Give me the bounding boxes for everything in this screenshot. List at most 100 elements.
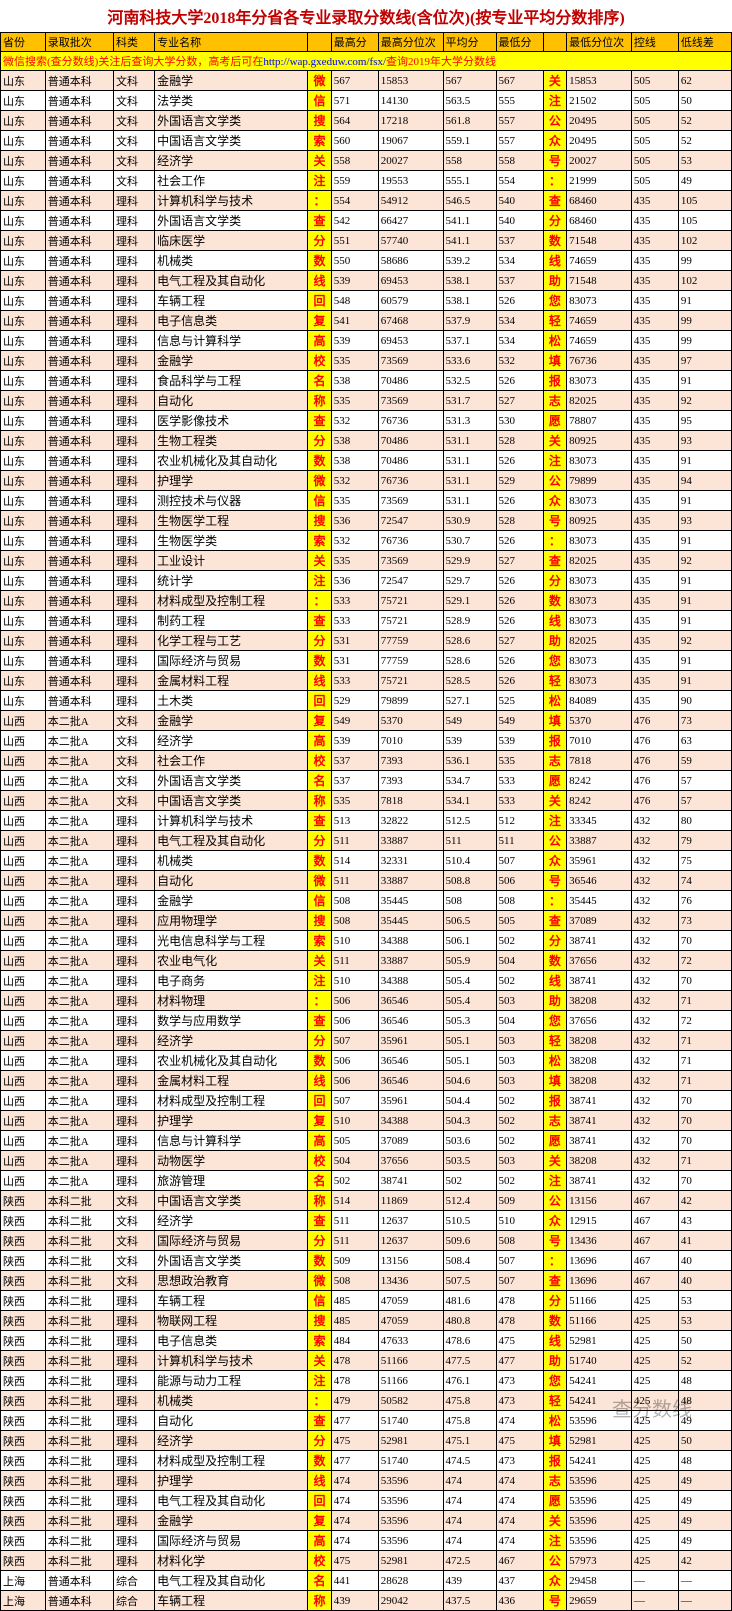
table-row: 山西本二批A理科金融学信50835445508508：3544543276 — [1, 891, 732, 911]
cell-value: 70486 — [378, 431, 443, 451]
cell-text: 本二批A — [45, 1091, 113, 1111]
cell-value: 91 — [678, 591, 731, 611]
cell-value: 505 — [631, 71, 678, 91]
cell-value: 478.6 — [443, 1331, 496, 1351]
cell-text: 山东 — [1, 311, 46, 331]
cell-text: 文科 — [113, 91, 154, 111]
vertical-text-left: 分 — [308, 1031, 332, 1051]
cell-value: 560 — [331, 131, 378, 151]
cell-value: 73 — [678, 911, 731, 931]
cell-text: 理科 — [113, 1311, 154, 1331]
vertical-text-right: ： — [543, 531, 567, 551]
cell-value: 514 — [331, 1191, 378, 1211]
cell-text: 山东 — [1, 231, 46, 251]
vertical-text-right: 众 — [543, 131, 567, 151]
cell-value: 478 — [331, 1371, 378, 1391]
cell-value: 484 — [331, 1331, 378, 1351]
cell-value: 13696 — [567, 1271, 632, 1291]
cell-value: 54241 — [567, 1451, 632, 1471]
vertical-text-right: 轻 — [543, 1391, 567, 1411]
cell-text: 陕西 — [1, 1351, 46, 1371]
cell-text: 本科二批 — [45, 1251, 113, 1271]
table-row: 山东普通本科理科临床医学分55157740541.1537数7154843510… — [1, 231, 732, 251]
cell-value: 535 — [331, 791, 378, 811]
cell-value: 92 — [678, 391, 731, 411]
cell-value: 536.1 — [443, 751, 496, 771]
vertical-text-right: 松 — [543, 1411, 567, 1431]
vertical-text-left: 名 — [308, 1571, 332, 1591]
cell-value: 549 — [443, 711, 496, 731]
table-row: 山西本二批A理科应用物理学搜50835445506.5505查370894327… — [1, 911, 732, 931]
vertical-text-left: 校 — [308, 1551, 332, 1571]
cell-value: 5370 — [378, 711, 443, 731]
cell-text: 陕西 — [1, 1291, 46, 1311]
cell-value: 474 — [496, 1531, 543, 1551]
cell-value: 526 — [496, 571, 543, 591]
cell-value: 51166 — [378, 1371, 443, 1391]
cell-value: 502 — [496, 1171, 543, 1191]
vertical-text-right: 数 — [543, 591, 567, 611]
vertical-text-left: 注 — [308, 171, 332, 191]
cell-text: 陕西 — [1, 1431, 46, 1451]
cell-text: 文科 — [113, 1191, 154, 1211]
cell-value: 53 — [678, 1291, 731, 1311]
cell-value: 93 — [678, 511, 731, 531]
cell-value: 474 — [443, 1491, 496, 1511]
cell-value: 435 — [631, 251, 678, 271]
cell-value: 435 — [631, 391, 678, 411]
table-row: 山西本二批A文科社会工作校5377393536.1535志781847659 — [1, 751, 732, 771]
cell-value: 29659 — [567, 1591, 632, 1611]
cell-major: 旅游管理 — [155, 1171, 308, 1191]
cell-text: 本科二批 — [45, 1351, 113, 1371]
vertical-text-left: 线 — [308, 671, 332, 691]
vertical-text-left: 回 — [308, 1091, 332, 1111]
cell-value: 505 — [631, 151, 678, 171]
cell-text: 山西 — [1, 811, 46, 831]
url-link[interactable]: http://wap.gxeduw.com/fsx/ — [263, 56, 386, 68]
cell-major: 车辆工程 — [155, 291, 308, 311]
vertical-text-right: 线 — [543, 251, 567, 271]
cell-text: 山东 — [1, 431, 46, 451]
cell-value: 35961 — [378, 1031, 443, 1051]
cell-text: 陕西 — [1, 1531, 46, 1551]
cell-value: 467 — [631, 1211, 678, 1231]
cell-value: 7818 — [567, 751, 632, 771]
cell-value: 70486 — [378, 371, 443, 391]
cell-value: 534 — [496, 311, 543, 331]
cell-text: 山东 — [1, 551, 46, 571]
cell-text: 本科二批 — [45, 1291, 113, 1311]
vertical-text-right: 您 — [543, 1011, 567, 1031]
cell-text: 本科二批 — [45, 1271, 113, 1291]
cell-text: 陕西 — [1, 1251, 46, 1271]
cell-text: 普通本科 — [45, 531, 113, 551]
cell-text: 普通本科 — [45, 1571, 113, 1591]
cell-value: 474 — [496, 1511, 543, 1531]
cell-major: 金属材料工程 — [155, 1071, 308, 1091]
vertical-text-left: 关 — [308, 151, 332, 171]
cell-text: 陕西 — [1, 1491, 46, 1511]
cell-value: 53596 — [567, 1511, 632, 1531]
cell-value: 41 — [678, 1231, 731, 1251]
cell-text: 本二批A — [45, 851, 113, 871]
cell-value: 506 — [496, 871, 543, 891]
vertical-text-left: 复 — [308, 711, 332, 731]
table-row: 山西本二批A理科动物医学校50437656503.5503关3820843271 — [1, 1151, 732, 1171]
cell-text: 山东 — [1, 411, 46, 431]
cell-value: 49 — [678, 171, 731, 191]
cell-major: 电子信息类 — [155, 1331, 308, 1351]
cell-value: 435 — [631, 331, 678, 351]
vertical-text-right: 愿 — [543, 411, 567, 431]
cell-text: 理科 — [113, 331, 154, 351]
cell-value: 505.9 — [443, 951, 496, 971]
cell-value: 425 — [631, 1511, 678, 1531]
cell-value: 529.1 — [443, 591, 496, 611]
cell-major: 护理学 — [155, 471, 308, 491]
cell-value: 70 — [678, 1131, 731, 1151]
vertical-text-left: 信 — [308, 491, 332, 511]
vertical-text-left: 数 — [308, 1251, 332, 1271]
cell-text: 本二批A — [45, 1051, 113, 1071]
cell-value: 532 — [331, 471, 378, 491]
cell-text: 本二批A — [45, 731, 113, 751]
cell-value: 480.8 — [443, 1311, 496, 1331]
cell-value: 71 — [678, 1151, 731, 1171]
